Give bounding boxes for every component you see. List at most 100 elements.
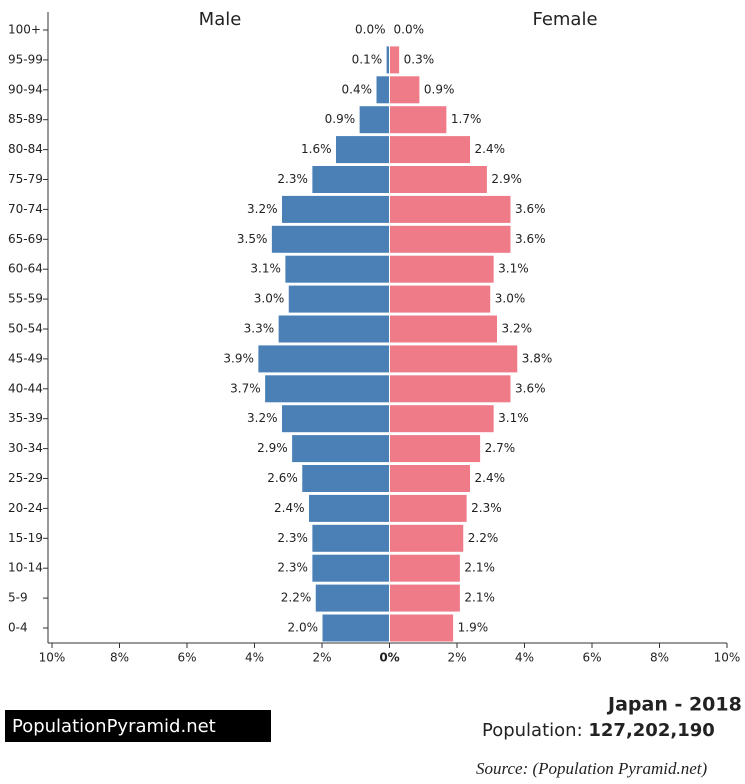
bar — [358, 105, 390, 135]
x-tick-label: 8% — [650, 651, 669, 665]
value-label: 2.4% — [475, 142, 506, 156]
brand-box — [5, 710, 271, 742]
value-label: 3.1% — [498, 262, 529, 276]
category-label: 30-34 — [8, 441, 43, 455]
bar — [389, 224, 512, 254]
value-label: 2.1% — [464, 561, 495, 575]
bar — [314, 583, 390, 613]
bar — [270, 224, 390, 254]
bar — [389, 583, 461, 613]
bar — [389, 135, 471, 165]
value-label: 1.7% — [451, 112, 482, 126]
bar — [321, 613, 390, 643]
bar — [375, 75, 390, 105]
category-label: 95-99 — [8, 52, 43, 66]
value-label: 2.3% — [277, 172, 308, 186]
bar — [277, 314, 390, 344]
value-label: 2.3% — [277, 531, 308, 545]
value-label: 3.3% — [244, 322, 275, 336]
bar — [308, 493, 390, 523]
value-label: 2.9% — [257, 441, 288, 455]
bar — [291, 434, 390, 464]
bar — [257, 344, 390, 374]
category-label: 55-59 — [8, 292, 43, 306]
bar — [389, 284, 492, 314]
value-label: 1.9% — [458, 621, 489, 635]
bar — [389, 254, 495, 284]
right-title: Female — [532, 9, 597, 30]
bar — [389, 523, 465, 553]
value-label: 2.4% — [274, 501, 305, 515]
value-label: 2.9% — [491, 172, 522, 186]
category-label: 25-29 — [8, 471, 43, 485]
value-label: 0.3% — [404, 52, 435, 66]
value-label: 3.6% — [515, 202, 546, 216]
value-label: 0.9% — [325, 112, 356, 126]
population-label: Population: — [482, 720, 583, 741]
bar — [335, 135, 390, 165]
bar — [301, 464, 390, 493]
bar — [281, 194, 390, 224]
value-label: 3.8% — [522, 351, 553, 365]
value-label: 3.2% — [502, 322, 533, 336]
brand: PopulationPyramid.net — [12, 716, 216, 737]
value-label: 2.3% — [471, 501, 502, 515]
value-label: 1.6% — [301, 142, 332, 156]
value-label: 3.6% — [515, 381, 546, 395]
population-value: 127,202,190 — [588, 720, 714, 741]
value-label: 3.2% — [247, 411, 278, 425]
value-label: 2.0% — [288, 621, 319, 635]
category-label: 50-54 — [8, 322, 43, 336]
category-label: 45-49 — [8, 351, 43, 365]
bar — [311, 165, 390, 194]
bar — [281, 404, 390, 434]
bar — [311, 523, 390, 553]
bar — [287, 284, 390, 314]
x-tick-label: 4% — [515, 651, 534, 665]
category-label: 60-64 — [8, 262, 43, 276]
bar — [389, 374, 512, 404]
value-label: 0.1% — [352, 52, 383, 66]
value-label: 3.0% — [495, 292, 526, 306]
value-label: 0.9% — [424, 82, 455, 96]
source: Source: (Population Pyramid.net) — [476, 759, 708, 778]
category-label: 75-79 — [8, 172, 43, 186]
bar — [385, 45, 390, 75]
value-label: 0.4% — [342, 82, 373, 96]
value-label: 0.0% — [394, 23, 425, 37]
bar — [389, 194, 512, 224]
bar — [389, 45, 401, 75]
category-label: 90-94 — [8, 82, 43, 96]
value-label: 3.9% — [223, 351, 254, 365]
value-label: 3.0% — [254, 292, 285, 306]
left-title: Male — [199, 9, 242, 30]
bar — [284, 254, 390, 284]
x-tick-label: 4% — [245, 651, 264, 665]
value-label: 2.6% — [267, 471, 298, 485]
bar — [389, 493, 468, 523]
bar — [389, 613, 455, 643]
category-label: 85-89 — [8, 112, 43, 126]
x-tick-label: 2% — [447, 651, 466, 665]
bar — [389, 165, 488, 194]
bar — [389, 553, 461, 583]
value-label: 3.7% — [230, 381, 261, 395]
category-label: 0-4 — [8, 621, 28, 635]
category-label: 15-19 — [8, 531, 43, 545]
bar — [389, 464, 471, 493]
value-label: 0.0% — [355, 23, 386, 37]
bar — [311, 553, 390, 583]
value-label: 3.6% — [515, 232, 546, 246]
category-label: 35-39 — [8, 411, 43, 425]
value-label: 3.2% — [247, 202, 278, 216]
x-tick-label: 10% — [714, 651, 741, 665]
category-label: 5-9 — [8, 591, 28, 605]
value-label: 2.3% — [277, 561, 308, 575]
x-tick-label: 10% — [39, 651, 66, 665]
value-label: 2.4% — [475, 471, 506, 485]
x-tick-label: 6% — [582, 651, 601, 665]
value-label: 2.2% — [281, 591, 312, 605]
category-label: 70-74 — [8, 202, 43, 216]
